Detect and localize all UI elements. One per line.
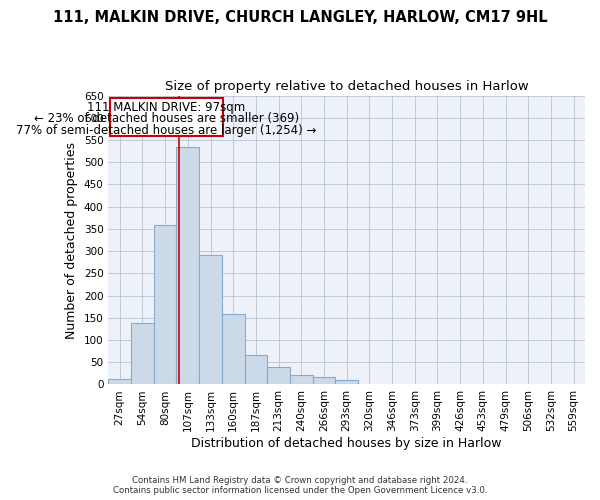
Bar — [199, 254, 222, 384]
Bar — [131, 323, 154, 384]
Text: ← 23% of detached houses are smaller (369): ← 23% of detached houses are smaller (36… — [34, 112, 299, 126]
Bar — [335, 380, 358, 384]
Text: 77% of semi-detached houses are larger (1,254) →: 77% of semi-detached houses are larger (… — [16, 124, 317, 136]
Y-axis label: Number of detached properties: Number of detached properties — [65, 142, 78, 338]
X-axis label: Distribution of detached houses by size in Harlow: Distribution of detached houses by size … — [191, 437, 502, 450]
Text: 111, MALKIN DRIVE, CHURCH LANGLEY, HARLOW, CM17 9HL: 111, MALKIN DRIVE, CHURCH LANGLEY, HARLO… — [53, 10, 547, 25]
Text: 111 MALKIN DRIVE: 97sqm: 111 MALKIN DRIVE: 97sqm — [88, 102, 246, 114]
Bar — [176, 146, 199, 384]
Bar — [245, 354, 267, 384]
FancyBboxPatch shape — [110, 98, 223, 136]
Bar — [109, 379, 131, 384]
Bar — [222, 314, 245, 384]
Text: Contains HM Land Registry data © Crown copyright and database right 2024.
Contai: Contains HM Land Registry data © Crown c… — [113, 476, 487, 495]
Title: Size of property relative to detached houses in Harlow: Size of property relative to detached ho… — [165, 80, 529, 93]
Bar — [154, 226, 176, 384]
Bar — [313, 377, 335, 384]
Bar — [290, 374, 313, 384]
Bar — [267, 366, 290, 384]
